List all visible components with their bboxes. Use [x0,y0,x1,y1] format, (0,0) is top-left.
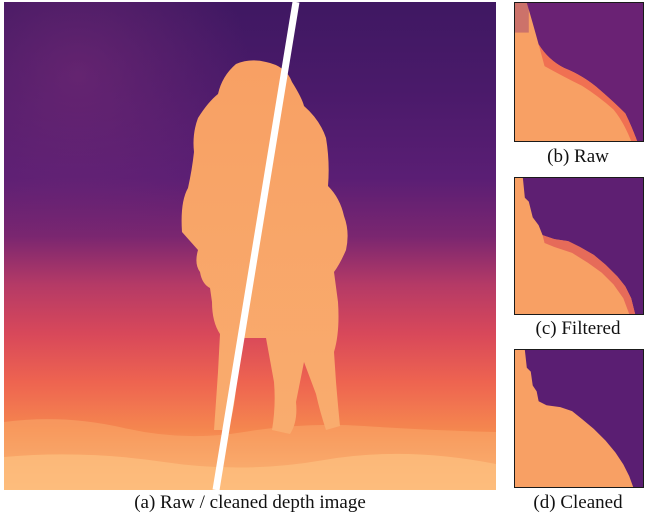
crop-raw-panel [514,2,644,142]
raw-cleaned-divider [212,2,300,490]
depth-image-panel [4,2,496,490]
crop-raw-image [515,3,643,141]
depth-image [4,2,496,490]
crop-filtered-caption: (c) Filtered [535,318,621,339]
crop-cleaned-image [515,350,643,487]
crop-cleaned-panel [514,349,644,488]
crop-filtered-image [515,178,643,314]
crop-raw-caption: (b) Raw [547,146,609,167]
main-figure-caption: (a) Raw / cleaned depth image [134,492,366,513]
person-silhouette [181,60,348,435]
crop-cleaned-caption: (d) Cleaned [533,492,623,513]
crop-filtered-panel [514,177,644,315]
